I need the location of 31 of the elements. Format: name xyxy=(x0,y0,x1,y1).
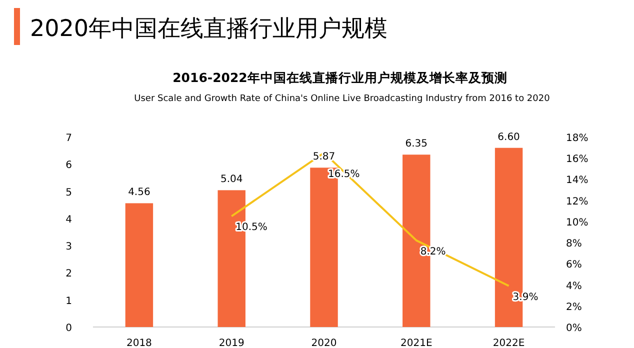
y2-tick-label: 10% xyxy=(566,217,588,228)
x-tick-label: 2022E xyxy=(492,338,525,348)
y-tick-label: 5 xyxy=(66,187,72,198)
text: User Scale and Growth Rate of China's Online Live Broadcasting Industry from 2016 to 2020 xyxy=(134,94,550,104)
y2-tick-label: 8% xyxy=(566,238,582,250)
bar xyxy=(125,203,154,327)
y-tick-label: 4 xyxy=(66,214,72,226)
x-tick-label: 2018 xyxy=(126,338,152,348)
x-tick-label: 2021E xyxy=(400,338,432,348)
chart-title: 2020年中国在线直播行业用户规模 xyxy=(30,16,388,42)
text: 6.35 xyxy=(405,138,428,150)
y-tick-label: 0 xyxy=(66,323,72,334)
y2-tick-label: 18% xyxy=(566,133,588,144)
y-tick-label: 6 xyxy=(66,160,72,172)
y2-tick-label: 6% xyxy=(566,260,582,271)
y2-tick-label: 0% xyxy=(566,323,582,334)
text: 4.56 xyxy=(128,187,150,198)
y-tick-label: 7 xyxy=(66,133,72,144)
y2-tick-label: 14% xyxy=(566,175,588,186)
x-tick-label: 2020 xyxy=(311,338,337,348)
y-tick-label: 2 xyxy=(66,268,72,280)
y-tick-label: 3 xyxy=(66,242,72,253)
y2-tick-label: 16% xyxy=(566,154,588,166)
text: 5.04 xyxy=(220,174,243,186)
text: 6.60 xyxy=(498,132,520,143)
x-tick-label: 2019 xyxy=(218,338,244,348)
y2-tick-label: 4% xyxy=(566,280,582,292)
y2-tick-label: 12% xyxy=(566,196,588,208)
y-tick-label: 1 xyxy=(66,296,72,307)
chart-subtitle: 2016-2022年中国在线直播行业用户规模及增长率及预测 xyxy=(172,70,508,85)
y2-tick-label: 2% xyxy=(566,302,582,313)
